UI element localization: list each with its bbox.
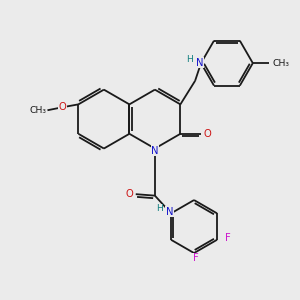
Text: H: H	[156, 204, 163, 213]
Text: CH₃: CH₃	[29, 106, 46, 115]
Text: H: H	[186, 55, 193, 64]
Text: N: N	[196, 58, 203, 68]
Text: O: O	[58, 102, 66, 112]
Text: F: F	[193, 254, 198, 263]
Text: N: N	[151, 146, 159, 156]
Text: N: N	[166, 207, 173, 217]
Text: CH₃: CH₃	[272, 58, 290, 68]
Text: O: O	[204, 129, 212, 139]
Text: F: F	[225, 233, 231, 243]
Text: O: O	[125, 189, 133, 199]
